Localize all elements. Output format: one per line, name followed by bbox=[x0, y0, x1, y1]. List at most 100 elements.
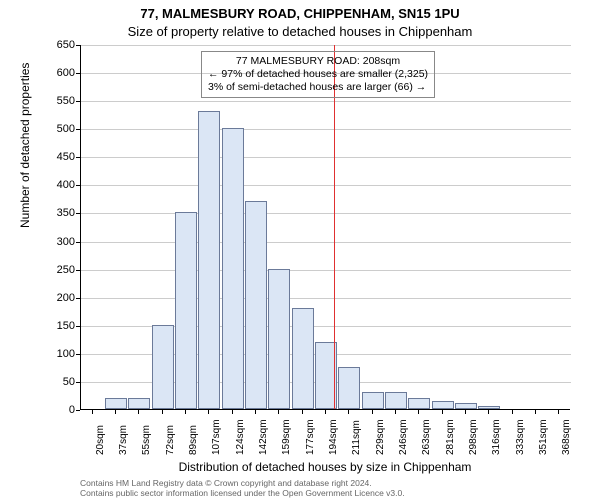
chart-title-line2: Size of property relative to detached ho… bbox=[0, 24, 600, 39]
histogram-bar bbox=[408, 398, 430, 409]
y-tick-mark bbox=[76, 382, 80, 383]
histogram-bar bbox=[152, 325, 174, 409]
x-tick-mark bbox=[138, 410, 139, 414]
y-tick-mark bbox=[76, 45, 80, 46]
y-tick-mark bbox=[76, 410, 80, 411]
gridline bbox=[81, 270, 571, 271]
y-tick-label: 550 bbox=[30, 96, 75, 107]
x-tick-mark bbox=[535, 410, 536, 414]
x-tick-label: 298sqm bbox=[468, 419, 479, 455]
histogram-bar bbox=[478, 406, 500, 409]
x-tick-label: 333sqm bbox=[515, 419, 526, 455]
x-tick-label: 20sqm bbox=[95, 425, 106, 455]
x-tick-label: 263sqm bbox=[421, 419, 432, 455]
x-tick-label: 351sqm bbox=[538, 419, 549, 455]
x-tick-mark bbox=[255, 410, 256, 414]
x-tick-mark bbox=[302, 410, 303, 414]
x-tick-label: 37sqm bbox=[118, 425, 129, 455]
x-tick-label: 55sqm bbox=[141, 425, 152, 455]
gridline bbox=[81, 101, 571, 102]
histogram-bar bbox=[268, 269, 290, 409]
x-tick-label: 159sqm bbox=[281, 419, 292, 455]
y-tick-label: 500 bbox=[30, 124, 75, 135]
histogram-bar bbox=[222, 128, 244, 409]
footer-line2: Contains public sector information licen… bbox=[80, 488, 590, 498]
y-axis-label: Number of detached properties bbox=[18, 63, 32, 228]
y-tick-label: 400 bbox=[30, 180, 75, 191]
x-tick-mark bbox=[395, 410, 396, 414]
x-tick-mark bbox=[372, 410, 373, 414]
x-tick-mark bbox=[488, 410, 489, 414]
y-tick-label: 150 bbox=[30, 321, 75, 332]
y-tick-mark bbox=[76, 73, 80, 74]
annotation-line: 3% of semi-detached houses are larger (6… bbox=[208, 81, 428, 94]
x-tick-label: 177sqm bbox=[305, 419, 316, 455]
x-tick-mark bbox=[465, 410, 466, 414]
y-tick-mark bbox=[76, 242, 80, 243]
histogram-bar bbox=[362, 392, 384, 409]
y-tick-mark bbox=[76, 270, 80, 271]
chart-figure: 77, MALMESBURY ROAD, CHIPPENHAM, SN15 1P… bbox=[0, 0, 600, 500]
y-tick-label: 250 bbox=[30, 265, 75, 276]
gridline bbox=[81, 157, 571, 158]
x-axis-label: Distribution of detached houses by size … bbox=[80, 460, 570, 474]
y-tick-mark bbox=[76, 129, 80, 130]
y-tick-label: 650 bbox=[30, 40, 75, 51]
histogram-bar bbox=[105, 398, 127, 409]
y-tick-mark bbox=[76, 354, 80, 355]
x-tick-mark bbox=[418, 410, 419, 414]
y-tick-label: 200 bbox=[30, 293, 75, 304]
gridline bbox=[81, 129, 571, 130]
y-tick-label: 300 bbox=[30, 237, 75, 248]
x-tick-label: 316sqm bbox=[491, 419, 502, 455]
x-tick-mark bbox=[232, 410, 233, 414]
y-tick-mark bbox=[76, 298, 80, 299]
histogram-bar bbox=[292, 308, 314, 409]
gridline bbox=[81, 45, 571, 46]
histogram-bar bbox=[245, 201, 267, 409]
x-tick-mark bbox=[442, 410, 443, 414]
x-tick-mark bbox=[278, 410, 279, 414]
x-tick-mark bbox=[92, 410, 93, 414]
histogram-bar bbox=[338, 367, 360, 409]
gridline bbox=[81, 298, 571, 299]
y-tick-mark bbox=[76, 326, 80, 327]
x-tick-label: 194sqm bbox=[328, 419, 339, 455]
histogram-bar bbox=[432, 401, 454, 409]
x-tick-label: 142sqm bbox=[258, 419, 269, 455]
histogram-bar bbox=[455, 403, 477, 409]
y-tick-label: 0 bbox=[30, 405, 75, 416]
footer-line1: Contains HM Land Registry data © Crown c… bbox=[80, 478, 590, 488]
gridline bbox=[81, 242, 571, 243]
x-tick-label: 246sqm bbox=[398, 419, 409, 455]
x-tick-mark bbox=[162, 410, 163, 414]
x-tick-mark bbox=[208, 410, 209, 414]
x-tick-label: 72sqm bbox=[165, 425, 176, 455]
x-tick-label: 107sqm bbox=[211, 419, 222, 455]
annotation-box: 77 MALMESBURY ROAD: 208sqm← 97% of detac… bbox=[201, 51, 435, 98]
x-tick-label: 124sqm bbox=[235, 419, 246, 455]
gridline bbox=[81, 185, 571, 186]
x-tick-mark bbox=[185, 410, 186, 414]
y-tick-label: 600 bbox=[30, 68, 75, 79]
plot-area: 77 MALMESBURY ROAD: 208sqm← 97% of detac… bbox=[80, 45, 570, 410]
x-tick-mark bbox=[348, 410, 349, 414]
x-tick-label: 211sqm bbox=[351, 420, 362, 455]
x-tick-label: 229sqm bbox=[375, 419, 386, 455]
x-tick-label: 281sqm bbox=[445, 419, 456, 455]
footer-attribution: Contains HM Land Registry data © Crown c… bbox=[80, 478, 590, 498]
x-tick-label: 368sqm bbox=[561, 419, 572, 455]
annotation-line: ← 97% of detached houses are smaller (2,… bbox=[208, 68, 428, 81]
x-tick-mark bbox=[512, 410, 513, 414]
y-tick-mark bbox=[76, 101, 80, 102]
histogram-bar bbox=[385, 392, 407, 409]
y-tick-mark bbox=[76, 213, 80, 214]
y-tick-label: 100 bbox=[30, 349, 75, 360]
histogram-bar bbox=[128, 398, 150, 409]
histogram-bar bbox=[198, 111, 220, 409]
reference-line bbox=[334, 45, 335, 409]
chart-title-line1: 77, MALMESBURY ROAD, CHIPPENHAM, SN15 1P… bbox=[0, 6, 600, 21]
y-tick-mark bbox=[76, 185, 80, 186]
x-tick-label: 89sqm bbox=[188, 425, 199, 455]
y-tick-label: 350 bbox=[30, 208, 75, 219]
